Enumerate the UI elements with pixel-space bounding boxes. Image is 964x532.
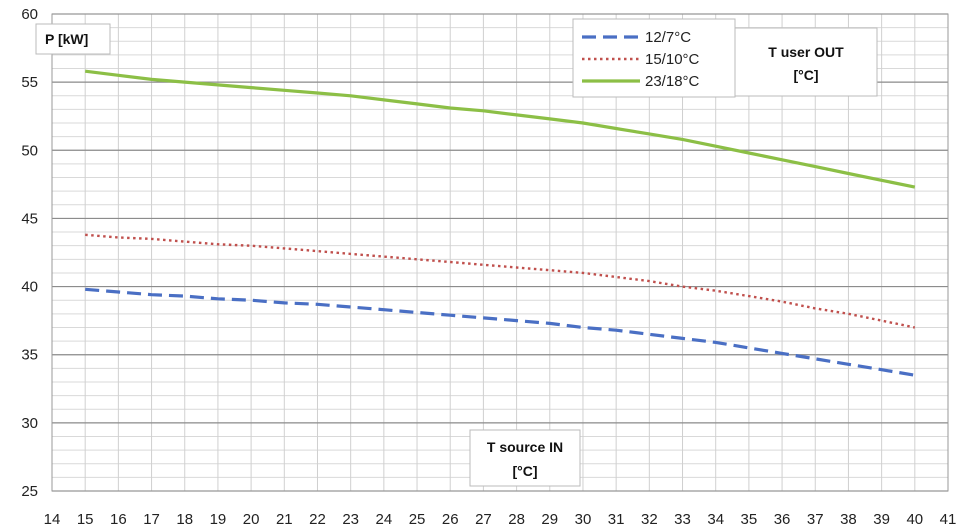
x-axis-ticks: 14 15 16 17 18 19 20 21 22 23 24 25 26 27 28 29 30 31 32 33… (44, 511, 957, 528)
series-line-2 (85, 233, 916, 329)
x-tick-label: 15 (77, 511, 94, 528)
x-axis-label-line2: [°C] (512, 463, 537, 479)
x-tick-label: 21 (276, 511, 293, 528)
x-tick-label: 29 (541, 511, 558, 528)
x-tick-label: 17 (143, 511, 160, 528)
legend-title-line1: T user OUT (768, 44, 844, 60)
series-line-1 (85, 287, 916, 377)
legend-title-line2: [°C] (793, 67, 818, 83)
legend-title-box (734, 27, 878, 97)
legend: 12/7°C 15/10°C 23/18°C T user OUT [°C] (572, 18, 878, 98)
x-tick-label: 35 (741, 511, 758, 528)
y-tick-label: 50 (21, 142, 38, 159)
series-layer (85, 69, 916, 377)
x-tick-label: 31 (608, 511, 625, 528)
x-tick-label: 36 (774, 511, 791, 528)
y-axis-ticks: 25 30 35 40 45 50 55 60 (21, 6, 38, 500)
x-tick-label: 39 (873, 511, 890, 528)
legend-label-3: 23/18°C (645, 73, 700, 90)
x-tick-label: 26 (442, 511, 459, 528)
y-tick-label: 35 (21, 347, 38, 364)
plot-frame (51, 13, 949, 492)
x-tick-label: 28 (508, 511, 525, 528)
x-tick-label: 33 (674, 511, 691, 528)
y-axis-label: P [kW] (45, 31, 88, 47)
x-tick-label: 18 (176, 511, 193, 528)
y-tick-label: 25 (21, 483, 38, 500)
y-tick-label: 60 (21, 6, 38, 23)
x-tick-label: 14 (44, 511, 61, 528)
x-tick-label: 25 (409, 511, 426, 528)
x-tick-label: 23 (342, 511, 359, 528)
x-tick-label: 40 (906, 511, 923, 528)
y-tick-label: 40 (21, 279, 38, 296)
x-tick-label: 34 (707, 511, 724, 528)
x-tick-label: 19 (210, 511, 227, 528)
x-tick-label: 38 (840, 511, 857, 528)
x-tick-label: 30 (575, 511, 592, 528)
series-line-3 (85, 69, 916, 189)
x-tick-label: 32 (641, 511, 658, 528)
y-tick-label: 45 (21, 210, 38, 227)
x-axis-label-line1: T source IN (487, 439, 563, 455)
legend-label-1: 12/7°C (645, 29, 691, 46)
legend-entries: 12/7°C 15/10°C 23/18°C (582, 29, 700, 90)
legend-label-2: 15/10°C (645, 51, 700, 68)
x-axis-label-box: T source IN [°C] (469, 429, 581, 487)
x-tick-label: 24 (376, 511, 393, 528)
x-tick-label: 37 (807, 511, 824, 528)
y-tick-label: 55 (21, 74, 38, 91)
x-tick-label: 20 (243, 511, 260, 528)
y-tick-label: 30 (21, 415, 38, 432)
x-tick-label: 22 (309, 511, 326, 528)
x-tick-label: 41 (940, 511, 957, 528)
y-axis-label-box: P [kW] (35, 23, 111, 55)
x-tick-label: 27 (475, 511, 492, 528)
x-tick-label: 16 (110, 511, 127, 528)
